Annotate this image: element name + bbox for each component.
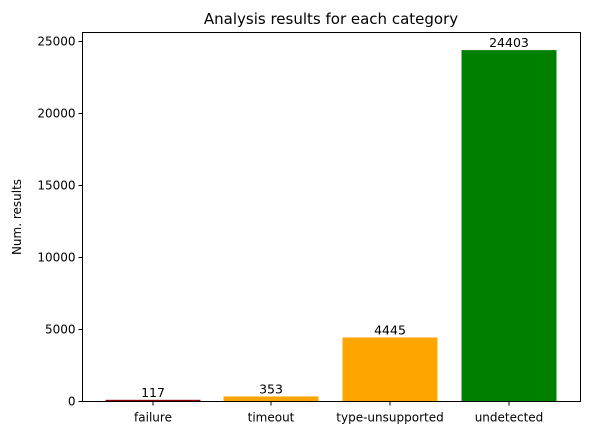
x-tick-label: undetected: [475, 411, 544, 425]
y-tick-label: 25000: [37, 35, 75, 49]
y-tick-label: 20000: [37, 107, 75, 121]
y-axis-ticks: 0 5000 10000 15000 20000 25000: [37, 35, 82, 409]
y-tick-label: 10000: [37, 251, 75, 265]
bar: [343, 337, 438, 401]
x-axis-ticks: failure timeout type-unsupported undetected: [134, 402, 543, 425]
bar-value-label: 24403: [489, 35, 529, 50]
chart-title: Analysis results for each category: [204, 10, 458, 28]
bar-value-label: 353: [259, 381, 283, 396]
bar: [224, 396, 319, 401]
bar: [462, 50, 557, 401]
bar-value-label: 117: [141, 385, 165, 400]
bar-value-label: 4445: [374, 322, 406, 337]
y-tick-label: 0: [68, 395, 76, 409]
y-axis-label: Num. results: [10, 179, 24, 255]
x-tick-label: failure: [134, 411, 172, 425]
x-tick-label: type-unsupported: [336, 411, 443, 425]
x-tick-label: timeout: [248, 411, 295, 425]
bars-group: 117 353 4445 24403: [106, 35, 557, 401]
y-tick-label: 5000: [45, 323, 76, 337]
y-tick-label: 15000: [37, 179, 75, 193]
